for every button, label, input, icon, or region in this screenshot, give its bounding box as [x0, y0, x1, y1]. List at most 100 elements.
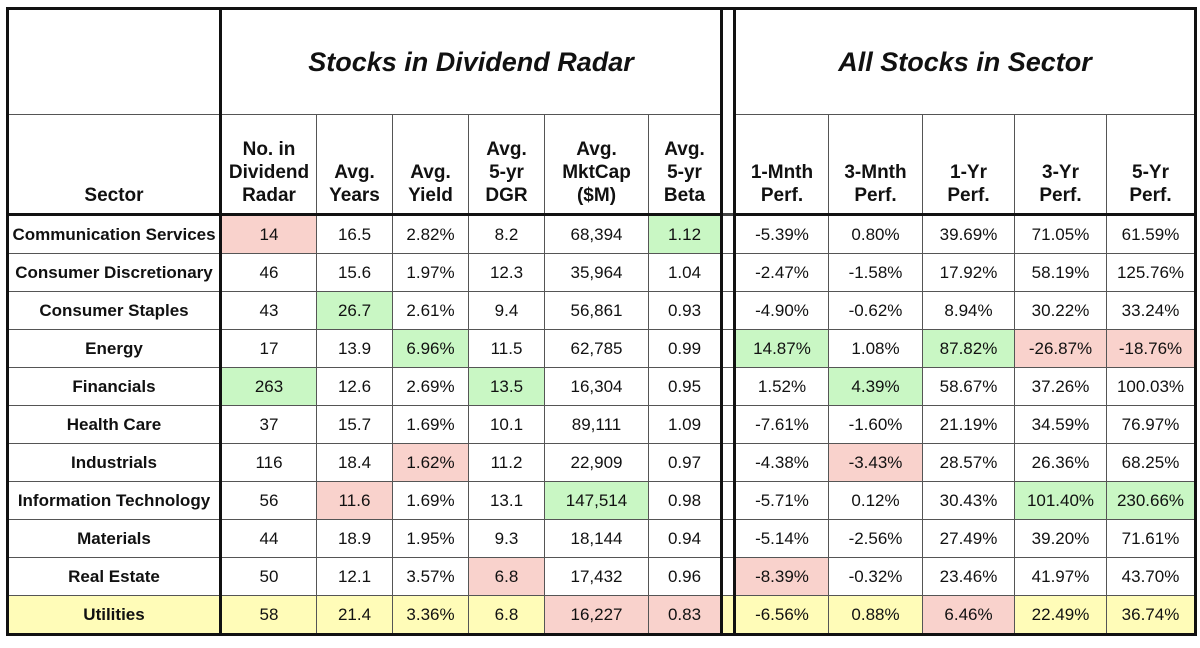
sector-cell: Health Care: [7, 405, 222, 444]
count-cell: 14: [220, 213, 317, 254]
dgr-cell: 11.5: [468, 329, 545, 368]
table-row: Communication Services 14 16.5 2.82% 8.2…: [7, 213, 1197, 254]
perf-5-year-cell: 61.59%: [1105, 213, 1197, 254]
yield-cell: 2.69%: [392, 367, 469, 406]
perf-1-year-cell: 17.92%: [922, 253, 1015, 292]
perf-1-year-cell: 8.94%: [922, 291, 1015, 330]
dgr-cell: 6.8: [468, 595, 545, 635]
perf-3-year-cell: 39.20%: [1014, 519, 1107, 558]
col-header-line: 5-yr: [667, 162, 702, 183]
col-header-beta: Avg. 5-yr Beta: [648, 114, 722, 216]
perf-3-year-cell: 41.97%: [1014, 557, 1107, 596]
group-header-radar: Stocks in Dividend Radar: [220, 8, 722, 115]
separator-cell: [720, 291, 736, 330]
yield-cell: 1.95%: [392, 519, 469, 558]
separator-cell: [720, 329, 736, 368]
perf-3-month-cell: 1.08%: [828, 329, 923, 368]
perf-5-year-cell: 230.66%: [1105, 481, 1197, 520]
table-row-utilities: Utilities 58 21.4 3.36% 6.8 16,227 0.83 …: [7, 595, 1197, 635]
col-header-line: Perf.: [1129, 185, 1172, 206]
sector-cell: Communication Services: [7, 213, 222, 254]
table-row: Energy 17 13.9 6.96% 11.5 62,785 0.99 14…: [7, 329, 1197, 368]
perf-1-year-cell: 21.19%: [922, 405, 1015, 444]
perf-5-year-cell: 36.74%: [1105, 595, 1197, 635]
col-header-line: Avg.: [410, 162, 451, 183]
dgr-cell: 9.3: [468, 519, 545, 558]
col-header-line: Dividend: [228, 162, 310, 183]
yield-cell: 1.69%: [392, 481, 469, 520]
dgr-cell: 12.3: [468, 253, 545, 292]
years-cell: 21.4: [316, 595, 393, 635]
col-header-3-month-perf: 3-Mnth Perf.: [828, 114, 923, 216]
sector-cell: Industrials: [7, 443, 222, 482]
dgr-cell: 10.1: [468, 405, 545, 444]
perf-3-month-cell: 0.88%: [828, 595, 923, 635]
perf-1-month-cell: -5.39%: [734, 213, 829, 254]
perf-3-year-cell: 58.19%: [1014, 253, 1107, 292]
col-header-line: 3-Mnth: [844, 162, 907, 183]
table-row: Financials 263 12.6 2.69% 13.5 16,304 0.…: [7, 367, 1197, 406]
col-header-line: ($M): [576, 185, 617, 206]
count-cell: 263: [220, 367, 317, 406]
col-header-line: DGR: [485, 185, 528, 206]
col-header-5-year-perf: 5-Yr Perf.: [1105, 114, 1197, 216]
beta-cell: 0.95: [648, 367, 722, 406]
beta-cell: 0.96: [648, 557, 722, 596]
perf-5-year-cell: 71.61%: [1105, 519, 1197, 558]
table-row: Industrials 116 18.4 1.62% 11.2 22,909 0…: [7, 443, 1197, 482]
years-cell: 15.6: [316, 253, 393, 292]
mktcap-cell: 35,964: [544, 253, 649, 292]
mktcap-cell: 17,432: [544, 557, 649, 596]
col-header-dgr: Avg. 5-yr DGR: [468, 114, 545, 216]
group-separator: [720, 8, 736, 215]
perf-1-month-cell: -5.14%: [734, 519, 829, 558]
col-header-yield: Avg. Yield: [392, 114, 469, 216]
perf-3-month-cell: -0.32%: [828, 557, 923, 596]
dgr-cell: 6.8: [468, 557, 545, 596]
perf-3-year-cell: 22.49%: [1014, 595, 1107, 635]
perf-5-year-cell: 68.25%: [1105, 443, 1197, 482]
perf-1-year-cell: 30.43%: [922, 481, 1015, 520]
perf-1-year-cell: 58.67%: [922, 367, 1015, 406]
separator-cell: [720, 557, 736, 596]
col-header-line: Radar: [242, 185, 296, 206]
perf-1-month-cell: -2.47%: [734, 253, 829, 292]
yield-cell: 2.61%: [392, 291, 469, 330]
mktcap-cell: 56,861: [544, 291, 649, 330]
beta-cell: 0.83: [648, 595, 722, 635]
col-header-3-year-perf: 3-Yr Perf.: [1014, 114, 1107, 216]
col-header-line: No. in: [242, 139, 296, 160]
years-cell: 15.7: [316, 405, 393, 444]
perf-1-month-cell: -8.39%: [734, 557, 829, 596]
count-cell: 58: [220, 595, 317, 635]
separator-cell: [720, 253, 736, 292]
perf-3-month-cell: -3.43%: [828, 443, 923, 482]
col-header-line: Avg.: [486, 139, 527, 160]
table-row: Consumer Discretionary 46 15.6 1.97% 12.…: [7, 253, 1197, 292]
yield-cell: 1.62%: [392, 443, 469, 482]
perf-3-month-cell: -2.56%: [828, 519, 923, 558]
years-cell: 13.9: [316, 329, 393, 368]
sector-cell: Consumer Staples: [7, 291, 222, 330]
beta-cell: 1.09: [648, 405, 722, 444]
sector-cell: Real Estate: [7, 557, 222, 596]
count-cell: 44: [220, 519, 317, 558]
col-header-line: Perf.: [947, 185, 990, 206]
col-header-line: Avg.: [334, 162, 375, 183]
perf-1-year-cell: 23.46%: [922, 557, 1015, 596]
col-header-sector: Sector: [7, 114, 222, 216]
col-header-line: 1-Mnth: [750, 162, 814, 183]
col-header-line: Avg.: [576, 139, 617, 160]
table-row: Consumer Staples 43 26.7 2.61% 9.4 56,86…: [7, 291, 1197, 330]
perf-1-year-cell: 27.49%: [922, 519, 1015, 558]
separator-cell: [720, 519, 736, 558]
years-cell: 18.9: [316, 519, 393, 558]
perf-1-month-cell: 1.52%: [734, 367, 829, 406]
perf-1-year-cell: 87.82%: [922, 329, 1015, 368]
perf-3-year-cell: 101.40%: [1014, 481, 1107, 520]
separator-cell: [720, 595, 736, 635]
dgr-cell: 13.5: [468, 367, 545, 406]
sector-cell: Information Technology: [7, 481, 222, 520]
sector-cell: Consumer Discretionary: [7, 253, 222, 292]
